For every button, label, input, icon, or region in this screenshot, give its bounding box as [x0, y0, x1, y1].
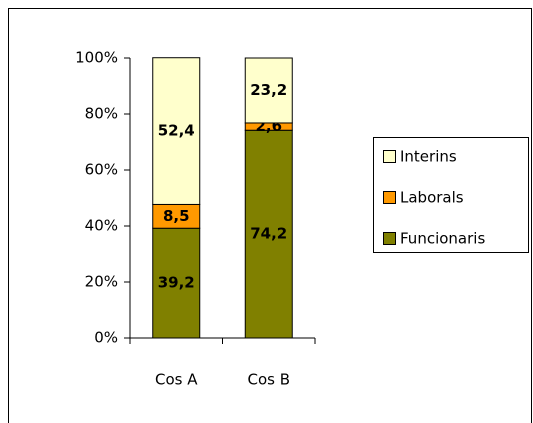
legend-label: Interins [400, 148, 457, 166]
y-tick-label: 100% [75, 49, 118, 67]
y-tick-label: 0% [94, 329, 118, 347]
bar-segment [244, 129, 293, 339]
legend-swatch [383, 150, 396, 163]
x-tick-label: Cos A [155, 371, 198, 389]
bar-segment [244, 57, 293, 124]
legend-label: Laborals [400, 189, 464, 207]
data-label: 52,4 [158, 122, 195, 140]
bar-segment [152, 57, 201, 205]
legend-box [373, 137, 529, 253]
legend-label: Funcionaris [400, 230, 485, 248]
data-label: 39,2 [158, 274, 195, 292]
data-label: 74,2 [250, 225, 287, 243]
y-tick-label: 20% [85, 273, 118, 291]
legend-swatch [383, 232, 396, 245]
x-tick-label: Cos B [247, 371, 290, 389]
y-tick-label: 80% [85, 105, 118, 123]
y-tick-label: 60% [85, 161, 118, 179]
data-label: 23,2 [250, 81, 287, 99]
y-tick-label: 40% [85, 217, 118, 235]
legend-swatch [383, 191, 396, 204]
data-label: 8,5 [163, 207, 190, 225]
